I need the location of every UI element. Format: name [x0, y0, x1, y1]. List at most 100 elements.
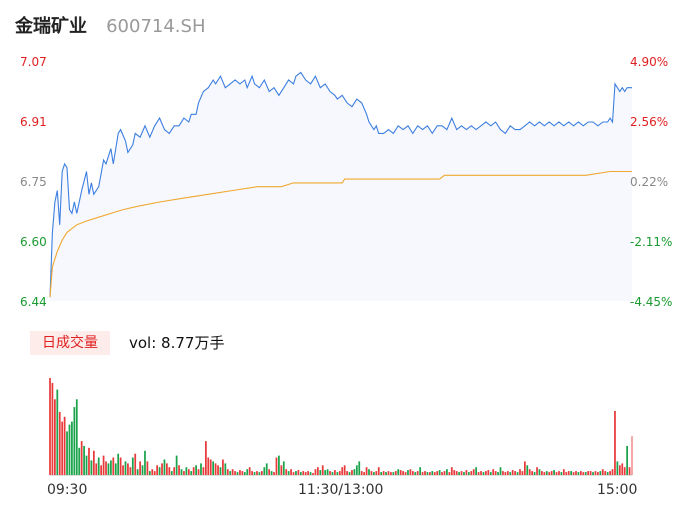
volume-bar [292, 472, 295, 475]
time-tick-close: 15:00 [597, 482, 638, 498]
volume-bar [584, 472, 587, 475]
volume-bar [567, 471, 570, 475]
volume-bar [594, 471, 597, 475]
volume-bar [83, 445, 85, 475]
volume-bar [161, 463, 163, 475]
volume-bar [175, 455, 178, 475]
volume-bar [265, 463, 268, 475]
volume-bar [533, 472, 536, 475]
volume-bar [424, 471, 426, 475]
volume-bar [302, 471, 305, 475]
volume-bar [229, 471, 232, 475]
pct-tick-right: -4.45% [630, 295, 673, 309]
volume-bar [538, 469, 541, 475]
volume-bar [290, 469, 292, 475]
volume-bar [482, 472, 485, 475]
volume-bar [329, 471, 331, 475]
volume-bar [536, 467, 538, 475]
price-tick-left: 7.07 [20, 55, 47, 69]
volume-bar [61, 421, 64, 475]
volume-bar [514, 471, 516, 475]
volume-bar [129, 467, 132, 475]
volume-bar [592, 472, 594, 475]
volume-bar [51, 382, 54, 475]
volume-bar [153, 471, 156, 475]
volume-bar [124, 461, 127, 475]
volume-bar [382, 471, 385, 475]
volume-bar [358, 461, 361, 475]
volume-bar [472, 469, 475, 475]
price-line [49, 71, 632, 298]
volume-bar [628, 467, 631, 475]
volume-bar [390, 472, 392, 475]
stock-header: 金瑞矿业 600714.SH [15, 12, 206, 40]
volume-bar [618, 465, 621, 475]
volume-bar [616, 461, 619, 475]
volume-bar [411, 471, 414, 475]
volume-bar [295, 471, 297, 475]
volume-bar [192, 467, 195, 475]
volume-bar [582, 472, 585, 475]
volume-bar [219, 467, 222, 475]
volume-bar [521, 471, 524, 475]
volume-bar [416, 471, 419, 475]
volume-bar [597, 472, 599, 475]
volume-bar [114, 463, 117, 475]
volume-bar [336, 472, 339, 475]
volume-bar [324, 470, 327, 475]
volume-bar [543, 472, 546, 475]
volume-bar [601, 469, 604, 475]
volume-bar [475, 467, 478, 475]
volume-bar [550, 471, 553, 475]
volume-bar [579, 471, 582, 475]
volume-bar [560, 472, 563, 475]
volume-bar [263, 467, 266, 475]
volume-bar [139, 461, 141, 475]
volume-bar [122, 465, 124, 475]
volume-bar [144, 450, 146, 476]
volume-bar [519, 469, 521, 475]
volume-bar [426, 472, 429, 475]
volume-bar [166, 463, 168, 475]
volume-bar [321, 465, 324, 475]
volume-bar [68, 424, 71, 475]
volume-bar [446, 469, 448, 475]
volume-bar [465, 470, 468, 475]
volume-bar [443, 471, 446, 475]
volume-bar [141, 465, 144, 475]
volume-bar [631, 436, 633, 475]
volume-bar [621, 463, 624, 475]
volume-bar [626, 445, 629, 475]
volume-bar [575, 471, 577, 475]
volume-bar [148, 471, 151, 475]
volume-bar [450, 467, 453, 475]
volume-bar [222, 459, 224, 475]
volume-bar [487, 470, 490, 475]
volume-bar [117, 453, 120, 475]
price-tick-left: 6.91 [20, 115, 47, 129]
volume-bar [506, 471, 509, 475]
volume-bar [127, 463, 129, 475]
volume-bar [497, 472, 499, 475]
volume-bar [407, 470, 409, 475]
volume-bar [587, 471, 590, 475]
volume-bar [80, 441, 83, 475]
price-tick-left: 6.75 [20, 175, 47, 189]
volume-bar [548, 472, 551, 475]
volume-bar [504, 472, 507, 475]
volume-bar [110, 460, 112, 475]
volume-bar [200, 463, 202, 475]
volume-bar [204, 441, 207, 475]
volume-bar [509, 472, 512, 475]
volume-bar [92, 450, 95, 476]
daily-volume-tab[interactable]: 日成交量 [30, 331, 110, 355]
volume-bar [207, 457, 210, 475]
volume-bar [397, 469, 400, 475]
volume-bar [158, 467, 161, 475]
volume-bar [528, 469, 531, 475]
volume-bar [319, 470, 322, 475]
volume-bar [197, 469, 200, 475]
volume-bar [56, 389, 59, 475]
volume-bar [467, 472, 470, 475]
volume-bar [195, 465, 197, 475]
